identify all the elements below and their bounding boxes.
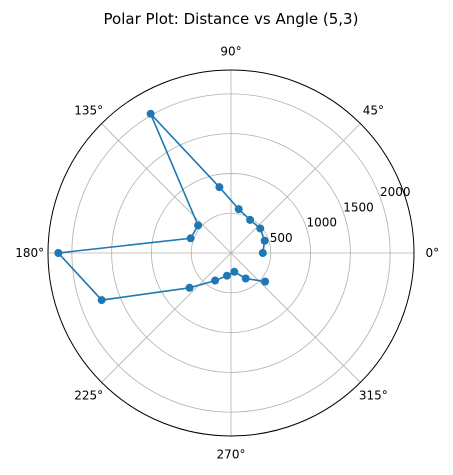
theta-tick-label: 315° (359, 388, 388, 402)
data-point (187, 234, 195, 242)
grid-layer (48, 70, 414, 436)
theta-tick-label: 45° (363, 104, 384, 118)
theta-grid-line (102, 124, 231, 253)
data-point (54, 249, 62, 257)
theta-tick-label: 135° (74, 104, 103, 118)
data-point (235, 205, 243, 213)
data-point (259, 249, 267, 257)
theta-grid-line (231, 253, 360, 382)
theta-grid-line (231, 124, 360, 253)
theta-tick-label: 90° (220, 45, 241, 59)
theta-grid-line (102, 253, 231, 382)
data-point (230, 268, 238, 276)
theta-tick-label: 225° (74, 388, 103, 402)
data-point (186, 284, 194, 292)
data-point (256, 224, 264, 232)
theta-tick-label: 0° (425, 246, 439, 260)
theta-tick-label: 180° (15, 246, 44, 260)
data-point (246, 216, 254, 224)
theta-tick-label: 270° (217, 447, 246, 461)
data-point (98, 296, 106, 304)
data-point (215, 183, 223, 191)
data-point (147, 110, 155, 118)
r-tick-label: 500 (270, 231, 293, 245)
chart-title: Polar Plot: Distance vs Angle (5,3) (104, 10, 359, 28)
r-tick-label: 1500 (343, 200, 374, 214)
data-point (223, 272, 231, 280)
data-point (194, 221, 202, 229)
data-point (261, 237, 269, 245)
r-tick-label: 1000 (307, 216, 338, 230)
data-point (261, 278, 269, 286)
data-point (242, 274, 250, 282)
series-layer (54, 110, 269, 304)
data-point (211, 277, 219, 285)
r-tick-label: 2000 (380, 185, 411, 199)
